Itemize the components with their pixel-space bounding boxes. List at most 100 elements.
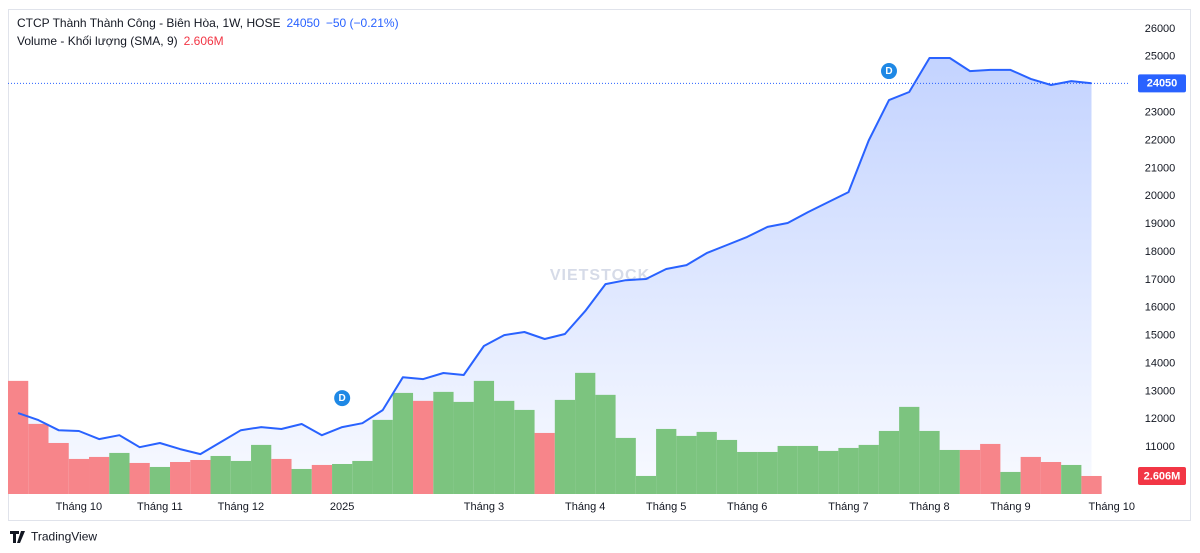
x-tick-label: Tháng 8 — [909, 501, 949, 513]
volume-bar — [757, 451, 778, 494]
volume-bar — [89, 456, 110, 494]
volume-bar — [210, 455, 231, 494]
volume-bar — [230, 460, 252, 494]
y-tick-label: 11000 — [1145, 441, 1175, 453]
price-line — [17, 57, 1092, 456]
volume-bar — [352, 460, 373, 494]
price-area — [18, 58, 1092, 494]
volume-bar — [878, 430, 900, 494]
volume-bar — [1081, 475, 1102, 494]
volume-bar — [1040, 461, 1062, 494]
volume-bar — [48, 442, 69, 494]
price-change: −50 (−0.21%) — [325, 16, 399, 30]
x-tick-label: Tháng 7 — [828, 501, 868, 513]
volume-bar — [109, 452, 130, 494]
volume-legend: Volume - Khối lượng (SMA, 9) — [17, 34, 178, 48]
volume-bar — [818, 450, 839, 494]
legend-row: Volume - Khối lượng (SMA, 9) 2.606M — [17, 32, 405, 50]
volume-bar — [392, 392, 414, 494]
x-tick-label: Tháng 12 — [218, 501, 264, 513]
volume-value-box — [1138, 466, 1186, 485]
volume-bar — [251, 444, 272, 494]
volume-bar — [838, 447, 859, 494]
volume-bar — [959, 449, 981, 494]
x-tick-label: Tháng 4 — [565, 501, 605, 513]
volume-value-label: 2.606M — [1144, 470, 1181, 482]
x-tick-label: Tháng 9 — [990, 501, 1030, 513]
last-price-label: 24050 — [1147, 78, 1178, 90]
volume-bar — [1000, 471, 1021, 494]
brand: TradingView — [31, 530, 97, 544]
y-tick-label: 26000 — [1145, 23, 1176, 35]
y-tick-label: 16000 — [1145, 302, 1176, 314]
y-tick-label: 14000 — [1145, 357, 1176, 369]
volume-bar — [332, 463, 353, 494]
legend-row: CTCP Thành Thành Công - Biên Hòa, 1W, HO… — [17, 14, 405, 32]
volume-bar — [534, 432, 555, 494]
volume-bar — [291, 468, 312, 494]
volume-bar — [899, 406, 920, 494]
volume-bar — [656, 428, 677, 494]
x-tick-label: Tháng 10 — [56, 501, 102, 513]
volume-bar — [615, 437, 636, 494]
y-tick-label: 19000 — [1145, 218, 1176, 230]
volume-bar — [514, 409, 535, 494]
volume-bar — [797, 445, 819, 494]
y-tick-label: 25000 — [1145, 51, 1176, 63]
volume-bar — [858, 444, 879, 494]
y-tick-label: 23000 — [1145, 107, 1176, 119]
volume-bar — [696, 431, 717, 494]
last-price: 24050 — [286, 16, 320, 30]
y-tick-label: 13000 — [1145, 385, 1176, 397]
volume-bar — [676, 435, 697, 494]
x-tick-label: Tháng 10 — [1089, 501, 1135, 513]
event-label: D — [339, 393, 346, 404]
x-tick-label: Tháng 3 — [464, 501, 504, 513]
volume-bar — [737, 451, 758, 494]
volume-bar — [68, 458, 90, 494]
volume-bar — [1020, 456, 1041, 494]
chart-frame — [8, 9, 1191, 521]
y-tick-label: 15000 — [1145, 330, 1176, 342]
volume-bar — [473, 380, 495, 494]
event-marker — [334, 390, 351, 407]
x-tick-label: 2025 — [330, 501, 354, 513]
event-marker — [880, 63, 897, 80]
chart-title: CTCP Thành Thành Công - Biên Hòa, 1W, HO… — [17, 16, 281, 30]
volume-bar — [311, 464, 333, 494]
volume-bar — [554, 399, 576, 494]
volume-bar — [149, 466, 171, 494]
volume-bar — [129, 462, 150, 494]
volume-bar — [635, 475, 657, 494]
y-tick-label: 21000 — [1145, 162, 1176, 174]
volume-bar — [8, 380, 29, 494]
y-tick-label: 20000 — [1145, 190, 1176, 202]
volume-bar — [413, 400, 434, 494]
volume-bar — [980, 443, 1001, 494]
volume-bar — [190, 459, 211, 494]
volume-bar — [372, 419, 393, 494]
volume-bar — [716, 439, 738, 494]
x-tick-label: Tháng 6 — [727, 501, 767, 513]
volume-bar — [1061, 464, 1082, 494]
y-tick-label: 18000 — [1145, 246, 1176, 258]
volume-bar — [777, 445, 798, 494]
volume-bar — [453, 401, 474, 494]
y-tick-label: 22000 — [1145, 134, 1176, 146]
event-label: D — [885, 66, 892, 77]
volume-bar — [271, 458, 292, 494]
volume-bar — [939, 449, 960, 494]
legend: CTCP Thành Thành Công - Biên Hòa, 1W, HO… — [17, 14, 405, 50]
brand-logo — [10, 531, 25, 543]
volume-bar — [595, 394, 616, 494]
last-price-box — [1138, 74, 1186, 93]
x-tick-label: Tháng 5 — [646, 501, 686, 513]
volume-bar — [433, 391, 454, 494]
volume-bar — [494, 400, 515, 494]
volume-value: 2.606M — [183, 34, 224, 48]
volume-bar — [919, 430, 940, 494]
volume-bar — [170, 461, 191, 494]
y-tick-label: 12000 — [1145, 413, 1176, 425]
